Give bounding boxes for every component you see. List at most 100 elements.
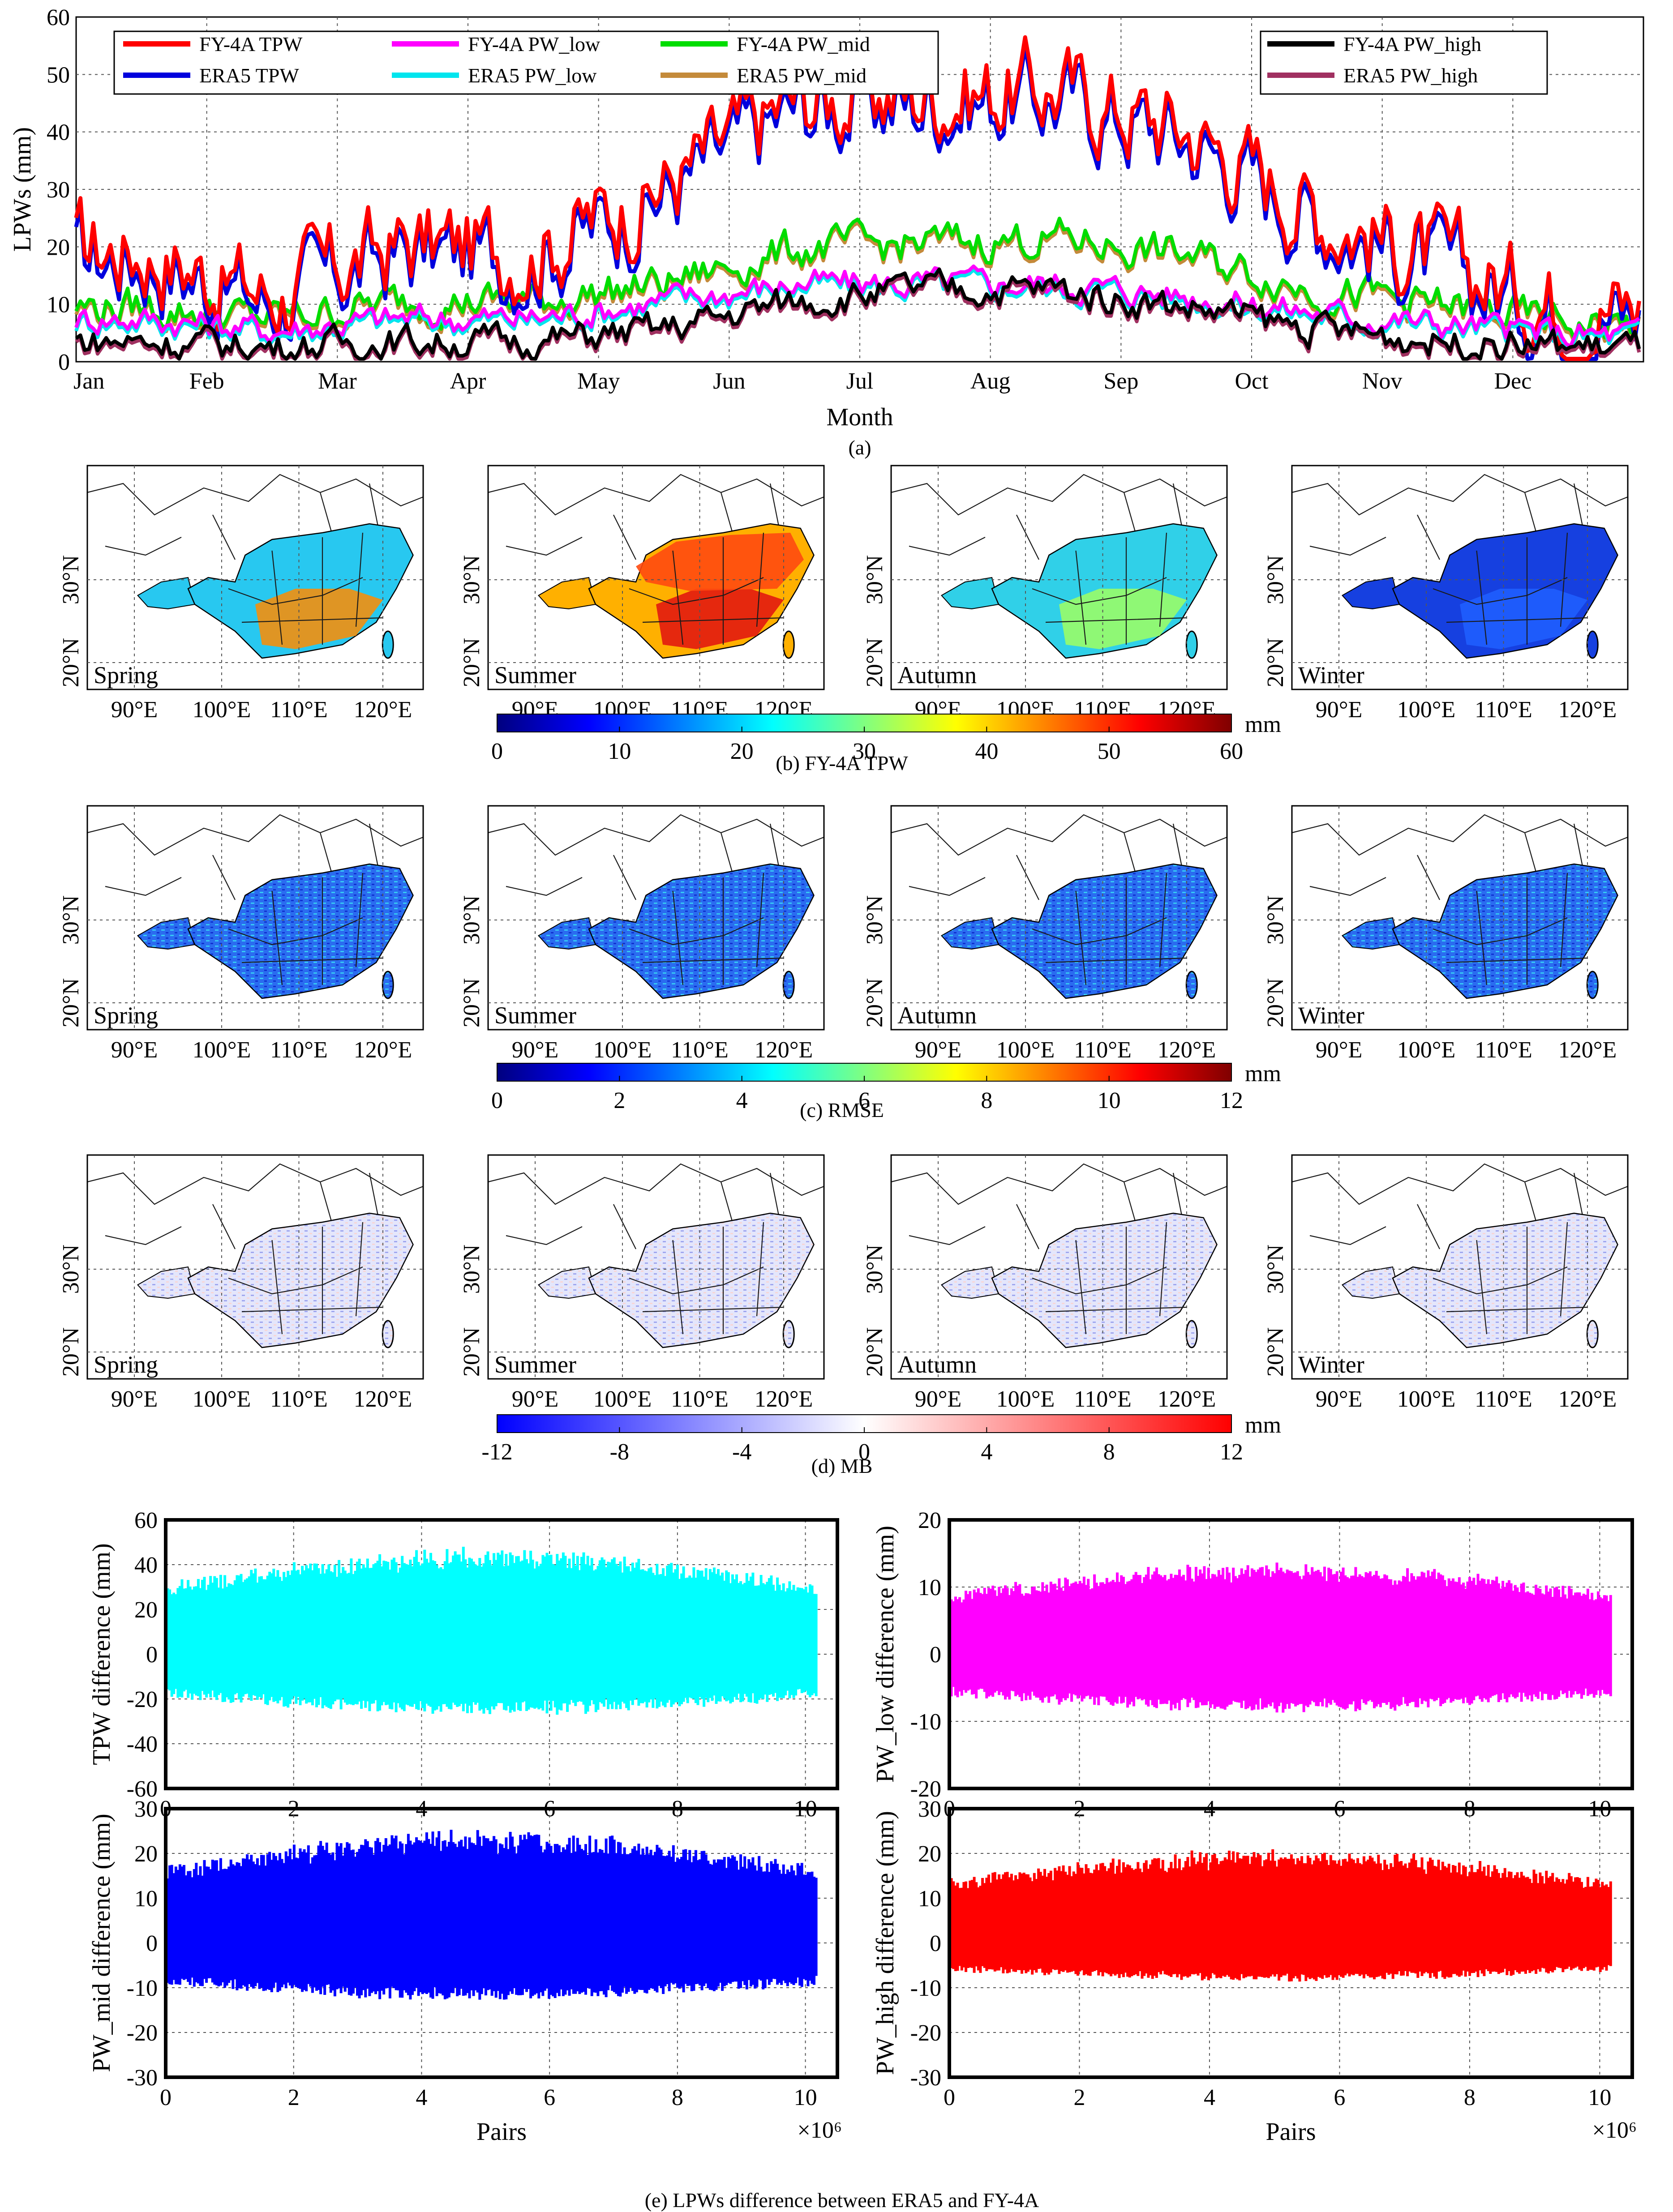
lon-tick: 120°E (354, 1037, 412, 1063)
ytick: 0 (146, 1642, 158, 1668)
country-border (1291, 1163, 1628, 1249)
lon-tick: 90°E (915, 1037, 962, 1063)
colorbar-tick: -8 (610, 1439, 629, 1465)
xtick: 2 (288, 2085, 300, 2110)
axes-box (948, 1807, 1634, 2079)
lon-tick: 110°E (1074, 1037, 1132, 1063)
country-border (87, 814, 424, 900)
map-region-north (636, 533, 804, 591)
map-region-west (1341, 577, 1400, 610)
map-frame (890, 1154, 1228, 1380)
panel-a-legend-right: FY-4A PW_high ERA5 PW_high (1260, 30, 1548, 95)
country-border (891, 474, 1227, 560)
scatter-points (164, 1830, 818, 2000)
map-region-main (588, 863, 815, 999)
ytick: 10 (918, 1886, 941, 1912)
ytick: 0 (146, 1931, 158, 1956)
lon-tick: 110°E (671, 1037, 729, 1063)
map-region-main (588, 1212, 815, 1348)
map-panel-autumn: 30°N 20°N 90°E 100°E 110°E 120°E Autumn (862, 1154, 1228, 1412)
map-region-west (137, 577, 196, 610)
province-border (629, 532, 784, 645)
panel-a-ytick: 20 (47, 235, 70, 260)
island-taiwan (382, 1320, 394, 1348)
province-border (1032, 1222, 1187, 1335)
panel-a-legend-left: FY-4A TPW ERA5 TPW FY-4A PW_low ERA5 PW_low… (113, 30, 939, 95)
scatter-xlabel: Pairs (1266, 2118, 1316, 2146)
lat-tick: 30°N (459, 1245, 485, 1294)
panel-a-xtick: Jun (713, 368, 745, 394)
colorbar-unit: mm (1245, 1061, 1281, 1087)
province-border (629, 873, 784, 985)
map-row-caption: (d) MB (811, 1455, 873, 1477)
map-region-west (940, 917, 1000, 950)
season-label: Summer (494, 1351, 576, 1378)
country-border (488, 814, 824, 900)
panel-e-caption: (e) LPWs difference between ERA5 and FY-… (645, 2189, 1039, 2212)
lon-tick: 110°E (270, 1386, 328, 1412)
lat-tick: 20°N (862, 638, 888, 687)
legend-label: FY-4A PW_mid (737, 33, 870, 56)
map-region-west (137, 917, 196, 950)
map-region-west (940, 1266, 1000, 1299)
scatter-points (164, 1547, 818, 1715)
map-panel-winter: 30°N 20°N 90°E 100°E 110°E 120°E Winter (1263, 805, 1629, 1063)
lon-tick: 90°E (1316, 1037, 1363, 1063)
season-label: Winter (1298, 1002, 1364, 1029)
colorbar-unit: mm (1245, 712, 1281, 737)
panel-a-xtick: Sep (1103, 368, 1138, 394)
country-border (87, 474, 424, 560)
lon-tick: 110°E (1074, 1386, 1132, 1412)
season-label: Spring (94, 1002, 158, 1029)
scatter-points (948, 1562, 1612, 1713)
panel-a-ytick: 0 (58, 350, 70, 375)
lat-tick: 30°N (58, 895, 84, 945)
legend-label: FY-4A PW_high (1343, 33, 1481, 56)
ytick: -10 (127, 1976, 158, 2001)
lon-tick: 120°E (354, 697, 412, 723)
island-taiwan (782, 1320, 795, 1348)
lat-tick: 30°N (1263, 895, 1288, 945)
season-label: Spring (94, 1351, 158, 1378)
lon-tick: 100°E (1397, 697, 1456, 723)
season-label: Autumn (897, 1351, 977, 1378)
lon-tick: 100°E (593, 1037, 652, 1063)
ytick: 20 (918, 1508, 941, 1533)
axes-box (164, 1807, 839, 2079)
map-frame (1291, 1154, 1629, 1380)
lat-tick: 30°N (862, 1245, 888, 1294)
map-frame (487, 1154, 825, 1380)
lon-tick: 120°E (755, 1386, 813, 1412)
map-region-main (1392, 1212, 1618, 1348)
colorbar-tick: 8 (1103, 1439, 1115, 1465)
season-label: Winter (1298, 662, 1364, 689)
panel-a-xtick: May (577, 368, 620, 394)
panel-a-series-line (74, 217, 1641, 342)
map-panel-autumn: 30°N 20°N 90°E 100°E 110°E 120°E Autumn (862, 805, 1228, 1063)
lat-tick: 30°N (862, 895, 888, 945)
lat-tick: 20°N (459, 1327, 485, 1377)
lon-tick: 100°E (193, 697, 251, 723)
island-taiwan (1586, 1320, 1599, 1348)
province-border (1433, 532, 1588, 645)
province-border (228, 873, 383, 985)
province-border (629, 1222, 784, 1335)
lat-tick: 20°N (459, 978, 485, 1027)
province-border (1032, 873, 1187, 985)
map-region-west (537, 917, 596, 950)
colorbar-tick: 50 (1098, 739, 1121, 764)
panel-a-ytick: 10 (47, 292, 70, 318)
ytick: -30 (910, 2065, 941, 2091)
lon-tick: 120°E (1558, 697, 1617, 723)
map-region-south (255, 589, 383, 649)
province-border (1433, 873, 1588, 985)
country-border (488, 1163, 824, 1249)
ytick: 10 (134, 1886, 158, 1912)
map-region-south (656, 589, 784, 649)
map-panel-summer: 30°N 20°N 90°E 100°E 110°E 120°E Summer (459, 1154, 825, 1412)
scatter-subplot: -30 -20 -10 0 10 20 30 0 2 4 6 8 10 PW_mid difference… (88, 1797, 842, 2146)
